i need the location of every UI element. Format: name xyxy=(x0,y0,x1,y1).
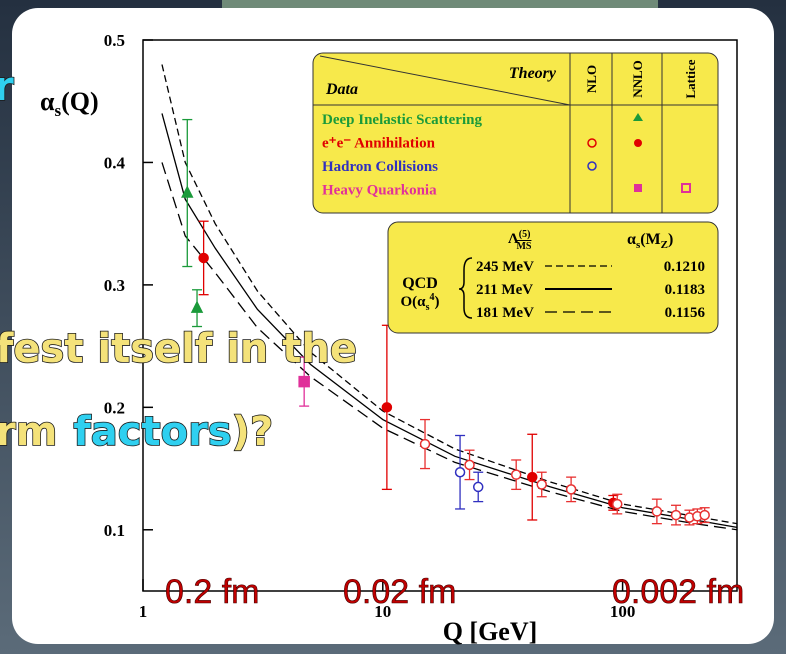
y-axis-label: αs(Q) xyxy=(40,87,99,120)
y-tick-label: 0.3 xyxy=(104,276,125,295)
y-tick-label: 0.1 xyxy=(104,521,125,540)
order-sub: s xyxy=(426,302,430,313)
overlay-part: rm xyxy=(0,409,57,455)
curve-name: 211 MeV xyxy=(476,282,533,298)
overlay-line1: fest itself in the xyxy=(0,326,357,372)
order-end: ) xyxy=(434,294,439,310)
alpha-rest: (M xyxy=(640,231,660,248)
point xyxy=(700,511,709,520)
curve-alpha: 0.1183 xyxy=(665,282,705,298)
legend-row: Heavy Quarkonia xyxy=(322,183,437,199)
point xyxy=(671,511,680,520)
point xyxy=(652,507,661,516)
lambda-sup: (5) xyxy=(519,229,531,240)
point xyxy=(474,482,483,491)
point xyxy=(528,473,537,482)
legend-row: Hadron Collisions xyxy=(322,159,438,175)
order-label: O(αs4) xyxy=(401,292,440,313)
scale-label: 0.02 fm xyxy=(343,573,456,611)
lambda-sub: MS xyxy=(516,241,531,252)
point xyxy=(512,470,521,479)
curve-alpha: 0.1210 xyxy=(664,259,705,275)
legend-row: e⁺e⁻ Annihilation xyxy=(322,136,436,152)
curve-alpha: 0.1156 xyxy=(665,305,706,321)
scale-label: 0.2 fm xyxy=(165,573,259,611)
legend-column: Lattice xyxy=(683,59,698,98)
overlay-fragment: r xyxy=(0,64,14,110)
y-tick-label: 0.5 xyxy=(104,31,125,50)
point xyxy=(456,468,465,477)
legend-column: NLO xyxy=(584,65,599,93)
point xyxy=(382,403,391,412)
y-label-symbol: α xyxy=(40,87,55,116)
y-tick-label: 0.4 xyxy=(104,153,126,172)
legend-table: Theory Data NLO NNLO Lattice Deep Inelastic… xyxy=(313,53,718,213)
overlay-line2: rm factors)? xyxy=(0,409,273,455)
y-label-rest: (Q) xyxy=(61,87,99,116)
alpha-sub2: Z xyxy=(661,239,668,251)
overlay-part: )? xyxy=(232,409,273,455)
curve-name: 245 MeV xyxy=(476,259,534,275)
curve-name: 181 MeV xyxy=(476,305,534,321)
alpha-symbol: α xyxy=(627,231,636,248)
point xyxy=(613,500,622,509)
point xyxy=(199,253,208,262)
data-header: Data xyxy=(325,81,358,98)
x-tick-label: 1 xyxy=(139,602,148,621)
point xyxy=(299,377,309,387)
legend-row: Deep Inelastic Scattering xyxy=(322,112,482,128)
overlay-part: factors xyxy=(73,409,231,455)
point xyxy=(465,460,474,469)
alpha-end: ) xyxy=(668,231,673,248)
point xyxy=(537,480,546,489)
legend-column: NNLO xyxy=(630,60,645,98)
order-start: O(α xyxy=(401,294,427,310)
legend-icon xyxy=(634,139,642,147)
scale-labels: 0.2 fm 0.02 fm 0.002 fm xyxy=(165,573,744,611)
legend-icon xyxy=(634,184,642,192)
slide: 0.10.20.30.40.5110100 αs(Q) Q [GeV] Theo… xyxy=(0,0,786,654)
scale-label: 0.002 fm xyxy=(612,573,744,611)
point xyxy=(567,485,576,494)
theory-header: Theory xyxy=(509,65,557,82)
x-axis-label: Q [GeV] xyxy=(443,617,538,646)
qcd-label: QCD xyxy=(402,275,438,292)
point xyxy=(421,440,430,449)
